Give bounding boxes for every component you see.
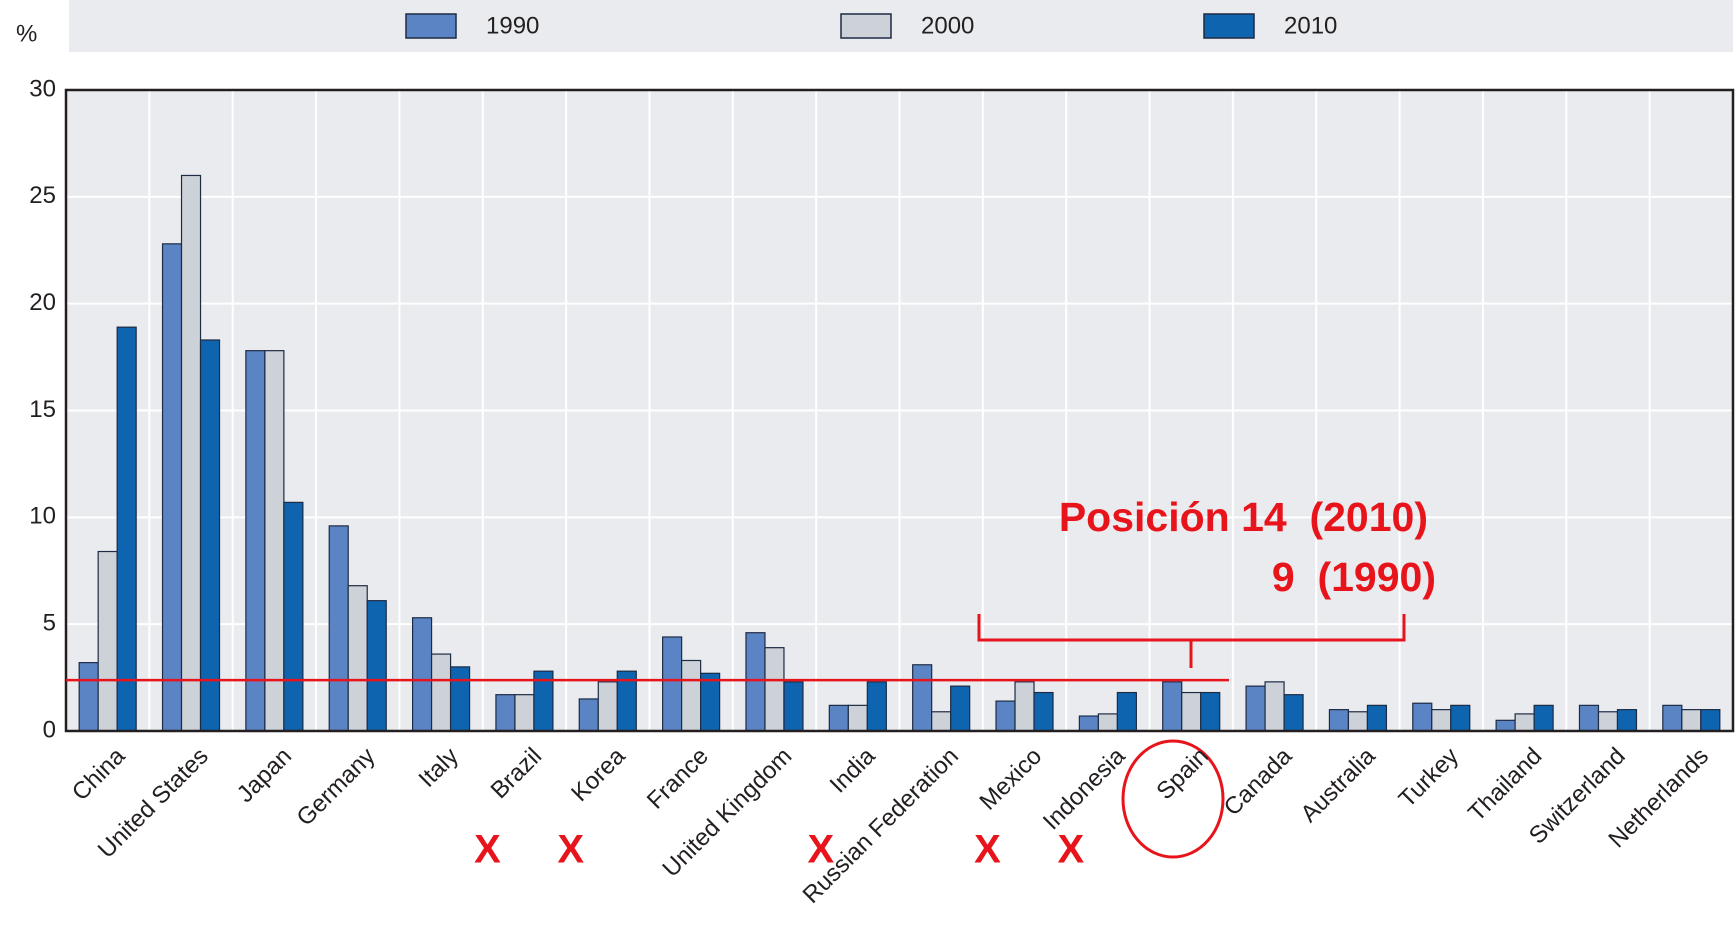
- y-unit: %: [16, 20, 37, 47]
- highlight-circle: [1121, 739, 1225, 859]
- y-tick-label: 10: [29, 503, 56, 530]
- x-tick-label: Italy: [414, 743, 464, 793]
- x-tick-label: Korea: [566, 742, 631, 807]
- bar: [950, 685, 971, 732]
- bar: [1597, 711, 1619, 732]
- y-tick-label: 0: [43, 716, 56, 743]
- bar: [828, 704, 849, 732]
- bar: [995, 700, 1016, 732]
- bar: [199, 339, 221, 732]
- bar: [1033, 691, 1054, 732]
- bar: [1245, 685, 1266, 732]
- bar: [1014, 681, 1035, 732]
- x-tick-label: Germany: [292, 743, 381, 832]
- bar: [1283, 694, 1304, 732]
- bar: [514, 694, 535, 732]
- x-tick-label: France: [642, 743, 714, 815]
- bar: [597, 681, 618, 732]
- x-mark: X: [807, 828, 834, 872]
- bar: [1264, 681, 1285, 732]
- bar: [116, 326, 137, 732]
- x-mark: X: [474, 828, 501, 872]
- bar: [1412, 702, 1433, 732]
- bar: [495, 694, 516, 732]
- bar: [1181, 691, 1202, 732]
- bar: [78, 662, 99, 732]
- x-tick-label: Russian Federation: [798, 743, 964, 909]
- bar: [449, 666, 471, 732]
- legend-label: 2000: [921, 12, 974, 39]
- x-tick-label: Thailand: [1463, 743, 1547, 827]
- x-tick-label: Turkey: [1394, 743, 1464, 813]
- bar: [578, 698, 599, 732]
- brace: [977, 614, 1406, 668]
- bar: [1078, 715, 1099, 732]
- bar: [347, 585, 368, 732]
- bar: [180, 174, 202, 732]
- bar: [1616, 709, 1638, 732]
- bar: [1450, 704, 1471, 732]
- x-tick-label: Canada: [1219, 742, 1298, 821]
- legend-swatch: [840, 13, 892, 39]
- x-tick-label: Brazil: [486, 743, 548, 805]
- x-tick-label: Japan: [232, 743, 297, 808]
- bar: [1431, 709, 1452, 732]
- bar: [1533, 704, 1554, 732]
- x-tick-label: Mexico: [974, 743, 1047, 816]
- bar: [1162, 681, 1183, 732]
- bar: [328, 525, 349, 732]
- bar: [1366, 704, 1388, 732]
- bar: [700, 672, 721, 732]
- y-tick-label: 15: [29, 396, 56, 423]
- bar: [1578, 704, 1600, 732]
- annotation: Posición 14 (2010): [1059, 494, 1428, 540]
- bar: [931, 711, 952, 732]
- x-tick-label: Australia: [1296, 742, 1382, 828]
- bar: [1097, 713, 1118, 732]
- legend-label: 1990: [486, 12, 539, 39]
- x-mark: X: [974, 828, 1001, 872]
- bar: [161, 243, 183, 732]
- bar: [430, 653, 452, 732]
- bar: [681, 659, 702, 732]
- bar: [97, 550, 118, 732]
- bar: [847, 704, 868, 732]
- bar: [1200, 691, 1221, 732]
- y-tick-label: 20: [29, 289, 56, 316]
- bar: [1681, 709, 1702, 732]
- bar: [745, 632, 766, 732]
- bar: [366, 600, 387, 732]
- bar: [783, 681, 804, 732]
- x-tick-label: China: [67, 742, 131, 806]
- bar: [245, 350, 266, 732]
- annotation: 9 (1990): [1272, 554, 1436, 600]
- bar: [1700, 709, 1721, 732]
- bar: [411, 617, 433, 732]
- bar: [1514, 713, 1535, 732]
- y-tick-label: 30: [29, 75, 56, 102]
- bar: [1495, 719, 1516, 732]
- bar: [283, 501, 304, 732]
- plot-frame: [64, 88, 1735, 733]
- bar: [866, 681, 887, 732]
- bar: [1662, 704, 1683, 732]
- bar: [662, 636, 683, 732]
- bar: [912, 664, 933, 732]
- x-tick-label: India: [825, 742, 881, 798]
- bar: [1347, 711, 1369, 732]
- x-tick-label: Indonesia: [1038, 742, 1131, 835]
- y-tick-label: 5: [43, 610, 56, 637]
- x-mark: X: [557, 828, 584, 872]
- legend-label: 2010: [1284, 12, 1337, 39]
- legend-band: [69, 0, 1733, 52]
- bar: [264, 350, 285, 732]
- bar: [1328, 709, 1350, 732]
- legend-swatch: [1203, 13, 1255, 39]
- bar: [1116, 691, 1137, 732]
- y-tick-label: 25: [29, 182, 56, 209]
- x-mark: X: [1058, 828, 1085, 872]
- bar: [764, 647, 785, 732]
- legend-swatch: [405, 13, 457, 39]
